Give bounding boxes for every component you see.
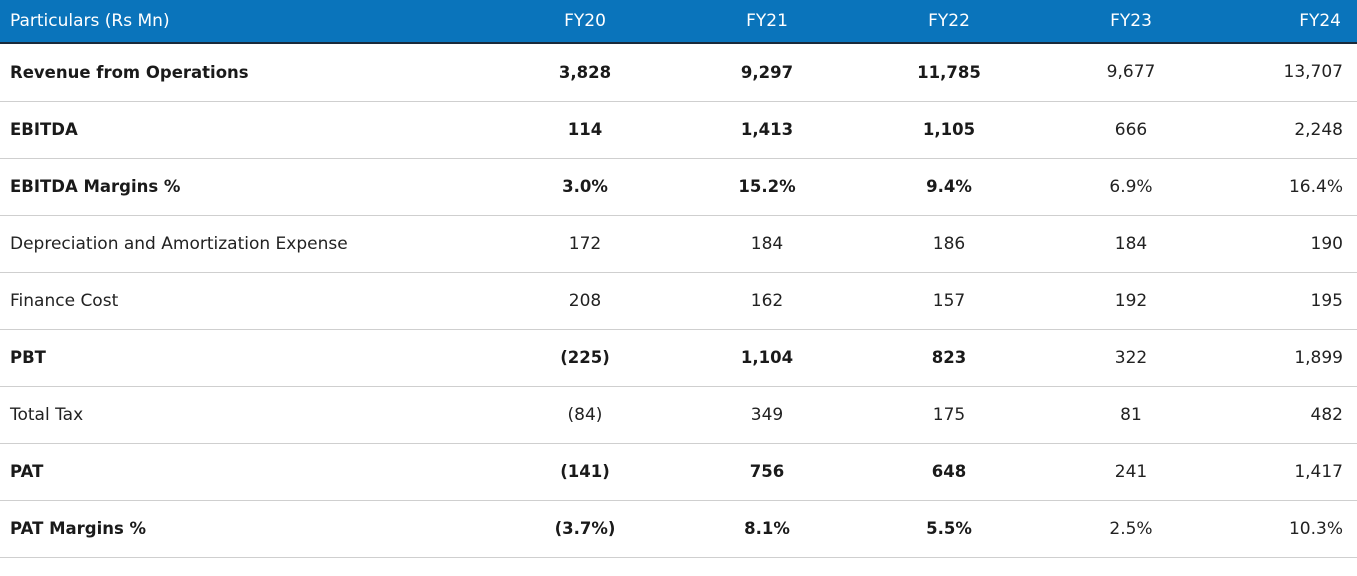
cell-fy23: 322 xyxy=(1114,347,1148,368)
cell-fy20: (84) xyxy=(567,404,603,425)
cell-fy20: (141) xyxy=(560,462,610,481)
cell-fy20: 3,828 xyxy=(558,62,612,82)
cell-fy22: 186 xyxy=(932,233,966,254)
cell-fy23: 81 xyxy=(1120,404,1142,425)
row-label: PBT xyxy=(10,348,46,367)
cell-fy21: 8.1% xyxy=(744,519,790,538)
row-label: EBITDA xyxy=(10,120,78,139)
row-label: PAT xyxy=(10,462,44,481)
table-row: PAT Margins % (3.7%) 8.1% 5.5% 2.5% 10.3… xyxy=(0,500,1357,557)
table-header: Particulars (Rs Mn) FY20 FY21 FY22 FY23 … xyxy=(0,0,1357,44)
cell-fy23: 666 xyxy=(1114,119,1148,140)
cell-fy24: 2,248 xyxy=(1294,119,1343,140)
table-row: EBITDA 114 1,413 1,105 666 2,248 xyxy=(0,101,1357,158)
cell-fy21: 756 xyxy=(749,462,785,481)
cell-fy21: 349 xyxy=(750,404,784,425)
cell-fy21: 1,413 xyxy=(740,120,794,139)
cell-fy20: 208 xyxy=(568,290,602,311)
table-body: Revenue from Operations 3,828 9,297 11,7… xyxy=(0,43,1357,557)
header-fy21: FY21 xyxy=(676,0,858,44)
row-label: PAT Margins % xyxy=(10,519,147,538)
table-row: PBT (225) 1,104 823 322 1,899 xyxy=(0,329,1357,386)
cell-fy22: 11,785 xyxy=(917,62,981,82)
cell-fy21: 9,297 xyxy=(740,62,794,82)
cell-fy24: 10.3% xyxy=(1288,518,1343,539)
cell-fy22: 157 xyxy=(932,290,966,311)
cell-fy22: 5.5% xyxy=(926,519,972,538)
header-fy24: FY24 xyxy=(1222,0,1357,44)
cell-fy24: 482 xyxy=(1310,404,1343,425)
cell-fy20: (3.7%) xyxy=(554,519,616,538)
financial-summary-table: Particulars (Rs Mn) FY20 FY21 FY22 FY23 … xyxy=(0,0,1357,557)
cell-fy23: 6.9% xyxy=(1109,176,1153,197)
table-row: EBITDA Margins % 3.0% 15.2% 9.4% 6.9% 16… xyxy=(0,158,1357,215)
cell-fy21: 1,104 xyxy=(740,348,794,367)
header-fy23: FY23 xyxy=(1040,0,1222,44)
table-row: Revenue from Operations 3,828 9,297 11,7… xyxy=(0,43,1357,101)
cell-fy21: 162 xyxy=(750,290,784,311)
header-fy20: FY20 xyxy=(494,0,676,44)
table-row: Depreciation and Amortization Expense 17… xyxy=(0,215,1357,272)
cell-fy24: 16.4% xyxy=(1288,176,1343,197)
cell-fy24: 1,417 xyxy=(1294,461,1343,482)
cell-fy22: 648 xyxy=(931,462,967,481)
row-label: Total Tax xyxy=(10,404,84,425)
cell-fy20: (225) xyxy=(560,348,610,367)
cell-fy22: 9.4% xyxy=(926,177,972,196)
cell-fy20: 172 xyxy=(568,233,602,254)
cell-fy22: 823 xyxy=(931,348,967,367)
cell-fy23: 241 xyxy=(1114,461,1148,482)
cell-fy21: 15.2% xyxy=(738,177,796,196)
cell-fy20: 114 xyxy=(567,120,603,139)
cell-fy23: 2.5% xyxy=(1109,518,1153,539)
row-label: EBITDA Margins % xyxy=(10,177,181,196)
header-particulars: Particulars (Rs Mn) xyxy=(0,0,494,44)
cell-fy23: 192 xyxy=(1114,290,1148,311)
cell-fy22: 175 xyxy=(932,404,966,425)
cell-fy24: 190 xyxy=(1310,233,1343,254)
cell-fy24: 13,707 xyxy=(1283,62,1343,83)
table-row: Finance Cost 208 162 157 192 195 xyxy=(0,272,1357,329)
cell-fy24: 1,899 xyxy=(1294,347,1343,368)
cell-fy23: 184 xyxy=(1114,233,1148,254)
row-label: Finance Cost xyxy=(10,290,119,311)
header-fy22: FY22 xyxy=(858,0,1040,44)
cell-fy20: 3.0% xyxy=(562,177,608,196)
table-row: Total Tax (84) 349 175 81 482 xyxy=(0,386,1357,443)
cell-fy22: 1,105 xyxy=(922,120,976,139)
row-label: Revenue from Operations xyxy=(10,62,249,82)
cell-fy24: 195 xyxy=(1310,290,1343,311)
row-label: Depreciation and Amortization Expense xyxy=(10,233,348,254)
header-row: Particulars (Rs Mn) FY20 FY21 FY22 FY23 … xyxy=(0,0,1357,44)
cell-fy23: 9,677 xyxy=(1106,62,1156,83)
table-row: PAT (141) 756 648 241 1,417 xyxy=(0,443,1357,500)
cell-fy21: 184 xyxy=(750,233,784,254)
